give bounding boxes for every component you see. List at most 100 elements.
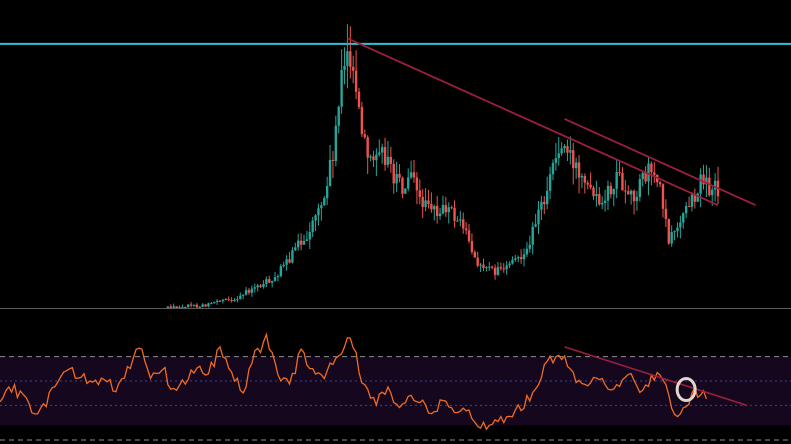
- candle-body: [580, 176, 584, 178]
- candle-body: [444, 205, 448, 213]
- candle-body: [276, 276, 280, 278]
- candle-body: [227, 299, 230, 301]
- candle-body: [545, 190, 549, 205]
- candle-body: [181, 307, 184, 309]
- candle-body: [204, 304, 207, 307]
- candle-body: [473, 252, 477, 258]
- candle-body: [213, 302, 216, 304]
- candle-body: [343, 65, 346, 70]
- candle-body: [470, 241, 474, 253]
- candle-body: [178, 307, 181, 309]
- candle-body: [337, 106, 340, 126]
- candle-body: [412, 172, 416, 178]
- candle-body: [592, 187, 595, 197]
- candle-body: [224, 299, 228, 301]
- candle-body: [551, 162, 555, 175]
- candle-body: [172, 306, 175, 308]
- candle-body: [166, 306, 170, 308]
- candle-body: [366, 137, 369, 158]
- candle-body: [323, 198, 326, 206]
- candle-body: [670, 232, 673, 244]
- candle-body: [525, 248, 529, 255]
- candle-body: [334, 125, 338, 162]
- candle-body: [404, 188, 407, 194]
- candle-body: [560, 148, 563, 154]
- candle-body: [577, 162, 581, 178]
- candle-body: [595, 194, 598, 197]
- candle-body: [392, 163, 395, 184]
- candle-body: [540, 201, 543, 210]
- candle-body: [433, 205, 436, 210]
- candle-body: [635, 196, 639, 202]
- candle-body: [600, 203, 604, 205]
- candle-body: [496, 267, 500, 275]
- candle-body: [195, 304, 199, 308]
- candle-body: [250, 288, 254, 293]
- candle-body: [360, 107, 364, 135]
- candle-body: [603, 200, 607, 204]
- candle-body: [299, 240, 303, 245]
- candle-body: [586, 182, 589, 185]
- candle-body: [325, 185, 329, 199]
- candle-body: [352, 66, 355, 71]
- candle-body: [499, 267, 503, 269]
- candle-body: [658, 182, 662, 185]
- candle-body: [398, 173, 401, 178]
- candle-body: [566, 145, 569, 153]
- candle-body: [192, 304, 196, 306]
- candle-body: [459, 219, 462, 221]
- candle-body: [357, 91, 361, 108]
- candle-body: [435, 205, 439, 216]
- candle-body: [482, 264, 485, 269]
- candle-body: [369, 156, 372, 158]
- candle-body: [615, 172, 618, 189]
- candle-body: [305, 239, 309, 241]
- candle-body: [407, 177, 410, 189]
- candle-body: [548, 174, 552, 191]
- candle-body: [383, 147, 387, 165]
- candle-body: [511, 259, 514, 264]
- candle-body: [534, 224, 537, 227]
- candle-body: [624, 190, 627, 192]
- candle-body: [554, 158, 558, 163]
- candle-body: [589, 184, 592, 188]
- price-pane: [0, 24, 791, 309]
- candle-body: [346, 51, 349, 66]
- candle-body: [354, 70, 358, 92]
- candle-body: [673, 231, 676, 233]
- candle-body: [621, 172, 624, 191]
- candle-body: [569, 150, 572, 153]
- candle-body: [297, 240, 300, 248]
- candle-body: [508, 263, 511, 266]
- candle-body: [273, 277, 277, 282]
- candle-body: [528, 244, 532, 249]
- candle-body: [279, 266, 283, 277]
- candle-body: [598, 194, 601, 205]
- candle-body: [612, 188, 615, 195]
- candle-body: [574, 162, 578, 169]
- oscillator-line: [0, 332, 708, 431]
- candle-body: [711, 189, 714, 196]
- candle-body: [291, 250, 294, 263]
- candle-body: [236, 299, 239, 301]
- candle-body: [418, 190, 421, 197]
- candle-body: [378, 152, 381, 155]
- candle-body: [259, 285, 262, 287]
- candle-body: [320, 205, 323, 209]
- candle-body: [328, 159, 332, 186]
- candle-body: [690, 194, 694, 207]
- candle-body: [317, 208, 320, 216]
- candle-body: [653, 172, 656, 175]
- candle-body: [372, 156, 375, 161]
- candle-body: [186, 304, 190, 308]
- candle-body: [572, 150, 575, 169]
- candle-body: [699, 174, 702, 194]
- candle-body: [514, 258, 517, 260]
- candle-body: [314, 215, 317, 221]
- candle-body: [687, 206, 691, 208]
- candle-body: [268, 279, 271, 283]
- candle-body: [531, 226, 534, 245]
- oscillator-trendline: [564, 346, 748, 407]
- candle-body: [409, 172, 413, 178]
- candle-body: [583, 176, 587, 183]
